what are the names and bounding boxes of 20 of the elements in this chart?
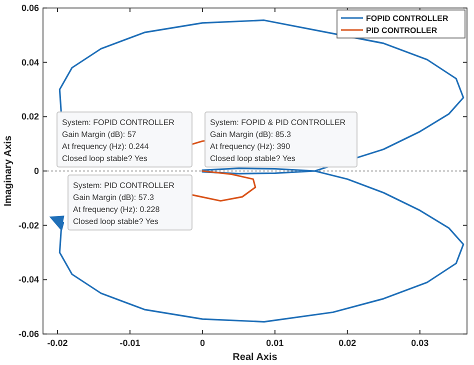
x-tick-label: 0 [200, 338, 205, 348]
annotation: System: PID CONTROLLER Gain Margin (dB): 57.3 At frequency (Hz): 0.228 Closed loop stable? Yes [73, 181, 175, 226]
x-tick-label: 0.01 [266, 338, 284, 348]
y-tick-label: -0.04 [18, 274, 39, 285]
annotation: System: FOPID CONTROLLER Gain Margin (dB): 57 At frequency (Hz): 0.244 Closed loop stable? Yes [62, 118, 175, 163]
x-tick-label: -0.02 [47, 338, 68, 348]
y-tick-label: 0.04 [21, 57, 39, 68]
x-axis-title: Real Axis [232, 352, 278, 363]
y-tick-label: 0.02 [21, 112, 39, 122]
annotation: System: FOPID & PID CONTROLLER Gain Margin (dB): 85.3 At frequency (Hz): 390 Closed loop stable? Yes [210, 118, 346, 163]
y-tick-label: 0 [34, 166, 39, 176]
y-tick-label: 0.06 [21, 3, 39, 13]
y-axis-title: Imaginary Axis [3, 135, 14, 206]
legend-label: FOPID CONTROLLER [366, 14, 448, 23]
x-tick-label: 0.03 [411, 338, 429, 348]
y-tick-label: -0.02 [18, 220, 39, 230]
x-tick-label: -0.01 [120, 338, 140, 348]
x-tick-label: 0.02 [338, 338, 356, 348]
legend-label: PID CONTROLLER [366, 26, 438, 35]
y-tick-label: -0.06 [18, 329, 39, 339]
